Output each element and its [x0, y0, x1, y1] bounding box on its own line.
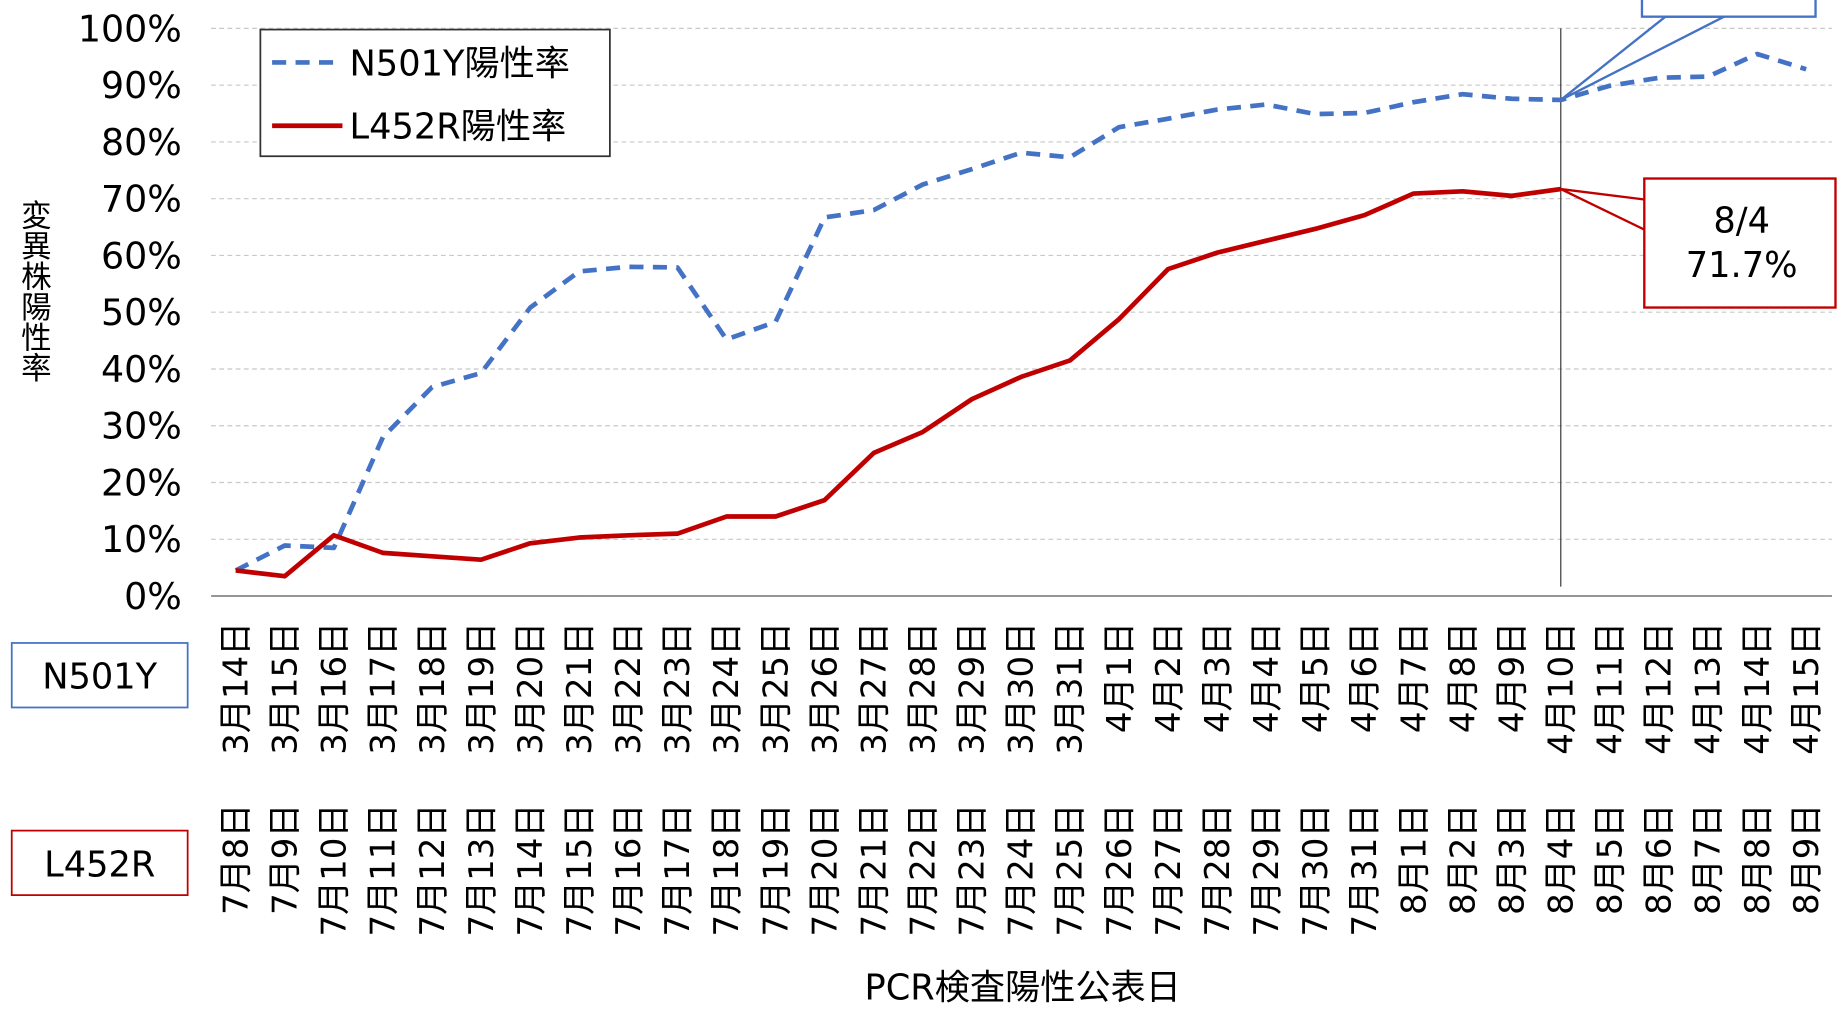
x-tick-label: 7月9日 [266, 804, 306, 915]
y-tick-label: 50% [101, 291, 182, 334]
x-tick-label: 3月17日 [364, 622, 404, 755]
annotation-text: 71.7% [1686, 245, 1798, 286]
annotation-pointer [1560, 187, 1647, 232]
annotation-text: 8/4 [1713, 200, 1770, 241]
x-tick-label: 7月15日 [560, 804, 600, 937]
legend-label: N501Y陽性率 [350, 43, 570, 84]
x-tick-label: 4月9日 [1492, 622, 1532, 733]
x-tick-label: 7月22日 [904, 804, 944, 937]
x-tick-label: 3月23日 [658, 622, 698, 755]
x-tick-label: 7月13日 [462, 804, 502, 937]
row-label: L452R [44, 844, 155, 885]
x-tick-label: 7月14日 [511, 804, 551, 937]
x-tick-label: 3月20日 [511, 622, 551, 755]
y-tick-label: 30% [101, 405, 182, 448]
x-tick-label: 3月22日 [609, 622, 649, 755]
x-tick-label: 3月31日 [1051, 622, 1091, 755]
x-tick-label: 4月4日 [1247, 622, 1287, 733]
x-tick-label: 3月25日 [756, 622, 796, 755]
x-tick-label: 7月8日 [216, 804, 256, 915]
x-tick-label: 8月3日 [1492, 804, 1532, 915]
x-tick-label: 3月16日 [315, 622, 355, 755]
x-tick-label: 3月24日 [707, 622, 747, 755]
x-tick-label: 4月2日 [1149, 622, 1189, 733]
row-label-box [10, 642, 189, 709]
x-tick-label: 4月5日 [1296, 622, 1336, 733]
x-tick-label: 8月8日 [1738, 804, 1778, 915]
row-label-box [10, 829, 189, 897]
x-tick-label: 4月1日 [1100, 622, 1140, 733]
x-tick-label: 4月11日 [1591, 622, 1631, 755]
x-tick-label: 8月6日 [1640, 804, 1680, 915]
x-tick-label: 7月20日 [805, 804, 845, 937]
y-tick-label: 90% [101, 64, 182, 107]
x-tick-label: 8月1日 [1394, 804, 1434, 915]
x-tick-label: 4月8日 [1443, 622, 1483, 733]
x-tick-label: 4月3日 [1198, 622, 1238, 733]
x-tick-label: 4月14日 [1738, 622, 1778, 755]
x-tick-label: 4月6日 [1345, 622, 1385, 733]
x-tick-label: 4月7日 [1394, 622, 1434, 733]
x-tick-label: 8月4日 [1542, 804, 1582, 915]
x-tick-label: 3月30日 [1002, 622, 1042, 755]
x-tick-label: 7月24日 [1002, 804, 1042, 937]
y-tick-label: 0% [124, 575, 182, 618]
x-tick-label: 7月23日 [953, 804, 993, 937]
x-tick-label: 3月21日 [560, 622, 600, 755]
y-axis-label: 変異株陽性率 [15, 199, 51, 382]
x-tick-label: 3月19日 [462, 622, 502, 755]
x-tick-label: 7月19日 [756, 804, 796, 937]
x-tick-label: 4月15日 [1787, 622, 1827, 755]
x-tick-label: 7月29日 [1247, 804, 1287, 937]
x-tick-label: 7月18日 [707, 804, 747, 937]
y-tick-label: 10% [101, 518, 182, 561]
y-tick-label: 40% [101, 348, 182, 391]
x-tick-label: 8月2日 [1443, 804, 1483, 915]
legend-box [259, 28, 611, 158]
legend-label: L452R陽性率 [350, 107, 567, 148]
x-tick-label: 3月15日 [266, 622, 306, 755]
y-tick-label: 80% [101, 121, 182, 164]
y-tick-label: 70% [101, 178, 182, 221]
x-tick-label: 8月7日 [1689, 804, 1729, 915]
row-label: N501Y [42, 657, 157, 698]
x-tick-label: 8月5日 [1591, 804, 1631, 915]
callout-box [1640, 0, 1817, 18]
x-tick-label: 3月18日 [413, 622, 453, 755]
x-tick-label: 7月12日 [413, 804, 453, 937]
x-tick-label: 3月27日 [854, 622, 894, 755]
x-tick-label: 3月26日 [805, 622, 845, 755]
x-tick-label: 7月21日 [854, 804, 894, 937]
y-tick-label: 100% [78, 7, 182, 50]
x-tick-label: 4月12日 [1640, 622, 1680, 755]
x-tick-label: 7月10日 [315, 804, 355, 937]
series-line [235, 186, 1562, 579]
x-tick-label: 3月29日 [953, 622, 993, 755]
x-tick-label: 8月9日 [1787, 804, 1827, 915]
x-tick-label: 3月28日 [904, 622, 944, 755]
x-tick-label: 7月27日 [1149, 804, 1189, 937]
annotation-box [1643, 177, 1837, 309]
x-tick-label: 7月25日 [1051, 804, 1091, 937]
x-tick-label: 4月10日 [1542, 622, 1582, 755]
x-tick-label: 7月17日 [658, 804, 698, 937]
x-tick-label: 7月31日 [1345, 804, 1385, 937]
callout-pointer [1560, 15, 1725, 101]
x-tick-label: 7月28日 [1198, 804, 1238, 937]
x-tick-label: 7月26日 [1100, 804, 1140, 937]
x-tick-label: 3月14日 [216, 622, 256, 755]
x-tick-label: 7月30日 [1296, 804, 1336, 937]
y-tick-label: 20% [101, 461, 182, 504]
y-tick-label: 60% [101, 234, 182, 277]
x-tick-label: 7月11日 [364, 804, 404, 937]
x-tick-label: 7月16日 [609, 804, 649, 937]
x-tick-label: 4月13日 [1689, 622, 1729, 755]
x-axis-label: PCR検査陽性公表日 [864, 968, 1180, 1009]
